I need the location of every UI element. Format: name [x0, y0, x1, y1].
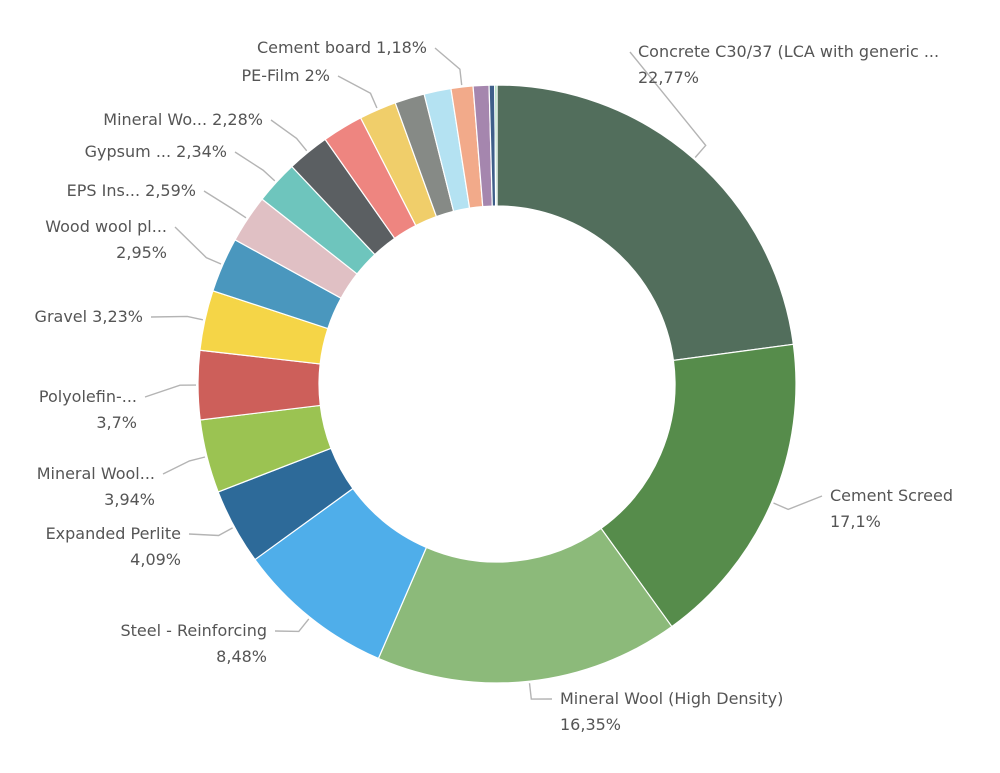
- slice-label-value: 8,48%: [216, 647, 267, 666]
- slice-label-value: 2,95%: [116, 243, 167, 262]
- slice-label-text: EPS Ins... 2,59%: [67, 181, 196, 200]
- slice-label-gypsum: Gypsum ... 2,34%: [85, 142, 227, 161]
- slice-label-name: Mineral Wool (High Density): [560, 689, 783, 708]
- slice-label-expanded-perlite: Expanded Perlite 4,09%: [46, 524, 181, 569]
- slice-label-text: Cement board 1,18%: [257, 38, 427, 57]
- slice-label-value: 17,1%: [830, 512, 881, 531]
- leader-line-gravel: [150, 315, 204, 321]
- slice-label-wood-wool-pl: Wood wool pl... 2,95%: [45, 217, 167, 262]
- slice-unlabeled-19[interactable]: [494, 84, 498, 207]
- leader-line-mineral-wool: [162, 456, 206, 475]
- slice-concrete-c30-37-lca-with-generic[interactable]: [496, 84, 795, 362]
- leader-line-gypsum: [234, 151, 276, 182]
- slice-label-name: Mineral Wool...: [37, 464, 155, 483]
- leader-lines-layer: [144, 47, 823, 700]
- slice-label-steel-reinforcing: Steel - Reinforcing 8,48%: [120, 621, 267, 666]
- slice-label-text: Mineral Wo... 2,28%: [103, 110, 263, 129]
- slice-mineral-wool-high-density[interactable]: [377, 527, 673, 684]
- slice-label-text: PE-Film 2%: [241, 66, 330, 85]
- slice-label-name: Steel - Reinforcing: [120, 621, 267, 640]
- slice-label-name: Polyolefin-...: [39, 387, 137, 406]
- slices-layer: [197, 84, 797, 684]
- leader-line-pe-film: [337, 75, 378, 109]
- leader-line-concrete-c30-37-lca-with-generic: [629, 51, 707, 158]
- leader-line-steel-reinforcing: [274, 618, 310, 633]
- leader-line-expanded-perlite: [188, 527, 233, 537]
- slice-label-name: Cement Screed: [830, 486, 953, 505]
- leader-line-cement-screed: [773, 495, 823, 511]
- slice-label-mineral-wool: Mineral Wool... 3,94%: [37, 464, 155, 509]
- leader-line-eps-ins: [203, 190, 247, 219]
- slice-label-polyolefin: Polyolefin-... 3,7%: [39, 387, 137, 432]
- slice-label-name: Wood wool pl...: [45, 217, 167, 236]
- slice-label-cement-board: Cement board 1,18%: [257, 38, 427, 57]
- leader-line-cement-board: [434, 47, 463, 86]
- slice-label-value: 16,35%: [560, 715, 621, 734]
- leader-line-polyolefin: [144, 384, 197, 398]
- slice-label-concrete-c30-37-lca-with-generic: Concrete C30/37 (LCA with generic ... 22,…: [638, 42, 939, 87]
- slice-label-value: 3,7%: [96, 413, 137, 432]
- slice-label-cement-screed: Cement Screed 17,1%: [830, 486, 953, 531]
- leader-line-mineral-wool-high-density: [528, 683, 553, 700]
- slice-label-pe-film: PE-Film 2%: [241, 66, 330, 85]
- slice-label-text: Gravel 3,23%: [35, 307, 143, 326]
- slice-label-value: 22,77%: [638, 68, 699, 87]
- slice-label-text: Gypsum ... 2,34%: [85, 142, 227, 161]
- slice-cement-screed[interactable]: [600, 343, 797, 628]
- slice-label-name: Expanded Perlite: [46, 524, 181, 543]
- leader-line-wood-wool-pl: [174, 226, 222, 265]
- leader-line-mineral-wo: [270, 119, 308, 152]
- slice-label-value: 4,09%: [130, 550, 181, 569]
- slice-label-gravel: Gravel 3,23%: [35, 307, 143, 326]
- slice-label-mineral-wool-high-density: Mineral Wool (High Density) 16,35%: [560, 689, 783, 734]
- slice-label-name: Concrete C30/37 (LCA with generic ...: [638, 42, 939, 61]
- labels-layer: Concrete C30/37 (LCA with generic ... 22,…: [35, 38, 953, 734]
- slice-label-eps-ins: EPS Ins... 2,59%: [67, 181, 196, 200]
- slice-label-mineral-wo: Mineral Wo... 2,28%: [103, 110, 263, 129]
- slice-label-value: 3,94%: [104, 490, 155, 509]
